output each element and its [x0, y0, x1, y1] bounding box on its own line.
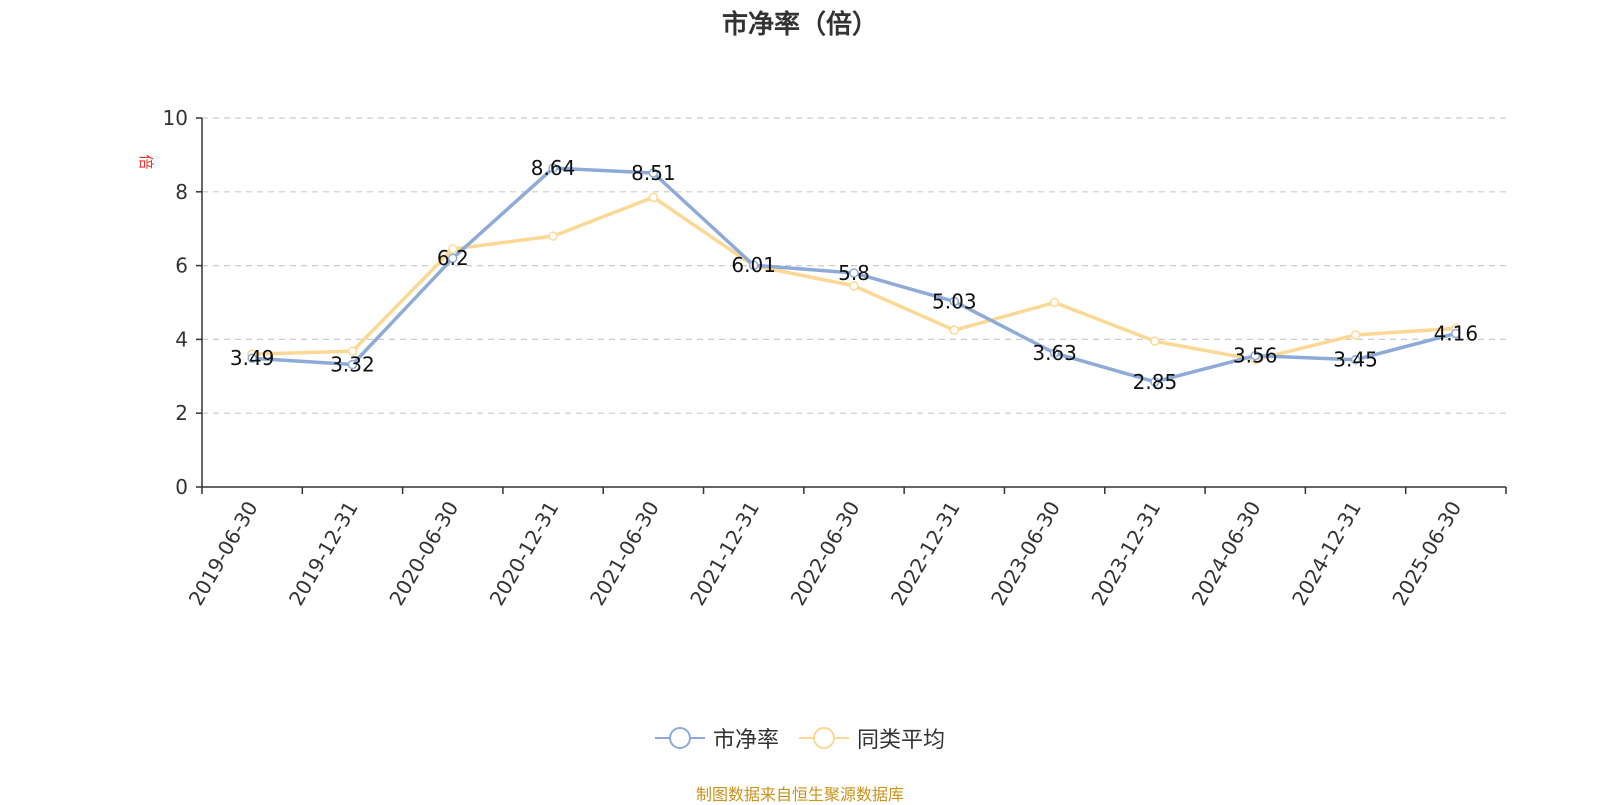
- series-point-1: [648, 192, 659, 203]
- series-point-1: [448, 244, 458, 254]
- data-label: 8.64: [531, 156, 576, 180]
- legend-label: 市净率: [712, 728, 779, 753]
- series-point-0: [1150, 377, 1160, 387]
- series-point-0: [1350, 354, 1361, 365]
- legend-label: 同类平均: [857, 728, 946, 753]
- x-tick-label: 2025-06-30: [1387, 497, 1466, 610]
- series-point-1: [849, 281, 859, 291]
- data-label: 3.45: [1333, 348, 1378, 372]
- source-note: 制图数据来自恒生聚源数据库: [695, 785, 904, 804]
- y-tick-label: 2: [175, 401, 188, 425]
- series-point-0: [648, 168, 659, 178]
- data-label: 5.8: [838, 261, 870, 285]
- x-tick-label: 2023-06-30: [986, 497, 1065, 610]
- label-layer: 3.49 3.32 6.2 8.64 8.51 6.01 5.8 5.03 3.63 2.85 3.…: [230, 156, 1478, 394]
- series-layer: [247, 163, 1461, 387]
- x-tick-label: 2019-12-31: [284, 497, 363, 610]
- data-label: 6.2: [437, 246, 469, 270]
- data-label: 4.16: [1434, 321, 1479, 345]
- legend-line-marker-icon: [799, 727, 849, 749]
- data-label: 3.32: [330, 352, 375, 376]
- x-tick-label: 2023-12-31: [1086, 497, 1165, 610]
- x-tick-label: 2020-12-31: [485, 497, 564, 610]
- series-point-1: [949, 325, 960, 335]
- series-point-1: [1049, 297, 1060, 308]
- data-label: 3.63: [1032, 341, 1077, 365]
- legend: 市净率 同类平均: [0, 722, 1600, 757]
- series-point-0: [1451, 328, 1461, 339]
- series-point-1: [1350, 330, 1361, 340]
- series-point-0: [849, 268, 859, 278]
- x-tick-label: 2021-12-31: [685, 497, 764, 610]
- series-point-0: [247, 353, 257, 363]
- grid-layer: [202, 117, 1506, 414]
- series-point-1: [347, 346, 358, 356]
- x-tick-label: 2022-06-30: [785, 497, 864, 610]
- x-tick-label: 2022-12-31: [886, 497, 965, 610]
- x-tick-label: 2024-12-31: [1287, 497, 1366, 610]
- y-tick-label: 8: [175, 180, 188, 204]
- series-point-1: [1150, 336, 1160, 346]
- legend-item-0[interactable]: 市净率: [654, 722, 779, 754]
- x-tick-label: 2019-06-30: [184, 497, 263, 610]
- y-tick-label: 6: [175, 254, 188, 278]
- data-label: 5.03: [932, 289, 977, 313]
- data-label: 8.51: [631, 161, 676, 185]
- series-point-0: [347, 359, 358, 370]
- legend-line-marker-icon: [654, 727, 705, 749]
- series-point-0: [748, 260, 759, 270]
- legend-marker: [813, 727, 835, 749]
- y-tick-label: 10: [163, 106, 188, 130]
- data-label: 2.85: [1133, 370, 1178, 394]
- series-point-0: [1250, 350, 1260, 361]
- legend-item-1[interactable]: 同类平均: [799, 722, 945, 754]
- x-tick-label: 2021-06-30: [585, 497, 664, 610]
- series-point-0: [949, 296, 960, 307]
- x-tick-label: 2020-06-30: [384, 497, 463, 610]
- y-tick-label: 4: [175, 327, 188, 351]
- data-label: 6.01: [731, 253, 776, 277]
- y-tick-label: 0: [175, 475, 188, 499]
- series-point-0: [448, 253, 458, 263]
- y-axis-unit-label: 倍: [137, 154, 155, 169]
- series-point-1: [548, 231, 558, 241]
- data-label: 3.49: [230, 346, 275, 370]
- series-point-0: [548, 163, 558, 173]
- x-tick-label: 2024-06-30: [1187, 497, 1266, 610]
- data-label: 3.56: [1233, 344, 1278, 368]
- chart-title: 市净率（倍）: [721, 10, 878, 40]
- series-point-0: [1049, 348, 1060, 358]
- legend-marker: [668, 727, 691, 749]
